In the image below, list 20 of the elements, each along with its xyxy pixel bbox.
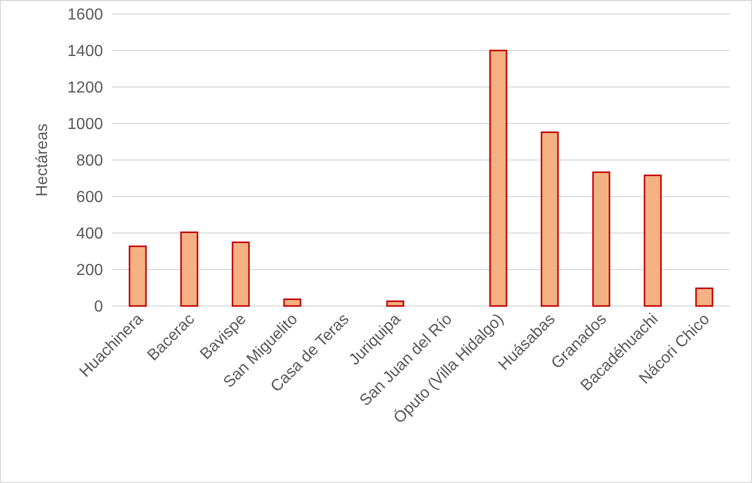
y-tick-label: 0 [94, 298, 104, 316]
y-tick-label: 1600 [67, 6, 104, 24]
bar [283, 298, 302, 307]
y-tick-label: 200 [76, 262, 104, 280]
y-tick-label: 1400 [67, 43, 104, 60]
bar [128, 246, 147, 307]
bar [489, 50, 508, 307]
y-tick-label: 400 [76, 226, 104, 243]
bar [695, 288, 714, 307]
bar [180, 232, 198, 307]
bar [386, 300, 404, 307]
y-tick-label: 1000 [67, 116, 104, 134]
bar [232, 242, 250, 307]
bar [592, 171, 610, 307]
y-tick-label: 600 [76, 189, 104, 206]
bar [644, 174, 662, 307]
y-axis-title: Hectáreas [34, 124, 51, 196]
y-tick-label: 1200 [67, 80, 104, 97]
y-tick-label: 800 [76, 152, 104, 170]
bar [540, 132, 559, 307]
